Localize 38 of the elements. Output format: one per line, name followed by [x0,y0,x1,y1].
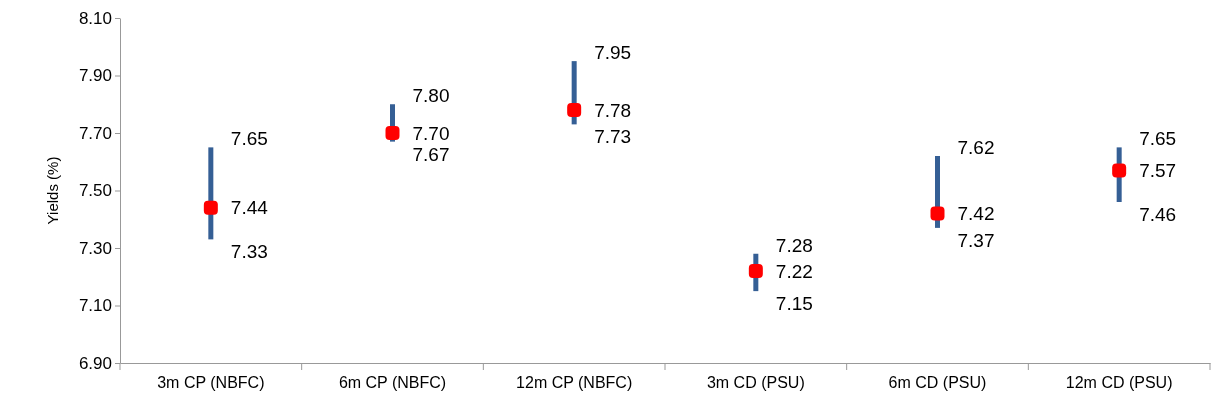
annotation: 7.62 [957,137,995,159]
x-tick-label: 3m CP (NBFC) [157,374,265,392]
annotation: 7.73 [594,126,632,148]
y-tick-label: 7.70 [78,123,112,143]
data-label: 7.44 [230,197,269,219]
annotation: 7.67 [412,143,450,165]
x-tick-label: 3m CD (PSU) [706,374,805,392]
x-tick-label: 12m CP (NBFC) [516,374,633,392]
annotation: 7.46 [1139,204,1177,225]
y-tick-label: 7.30 [78,238,112,258]
x-tick-label: 6m CD (PSU) [888,374,987,392]
annotation: 7.33 [230,241,268,263]
annotation: 7.65 [1139,128,1177,150]
annotation: 7.15 [775,293,813,315]
x-tick-label: 12m CD (PSU) [1065,374,1173,392]
point [748,264,763,278]
point [567,103,582,117]
annotation: 7.37 [957,229,995,251]
annotation: 7.80 [412,85,450,107]
data-label: 7.57 [1139,160,1177,182]
y-tick-label: 8.10 [78,8,112,28]
data-label: 7.22 [775,260,813,282]
annotation: 7.65 [230,128,268,150]
y-axis-title: Yields (%) [44,156,61,225]
y-tick-label: 6.90 [78,353,112,373]
point [930,206,945,221]
point [1112,163,1127,178]
y-tick-label: 7.50 [78,181,112,201]
x-tick-label: 6m CP (NBFC) [338,374,447,392]
point [203,200,218,215]
data-label: 7.70 [412,122,450,144]
data-label: 7.78 [594,99,632,121]
y-tick-label: 7.10 [78,296,112,316]
annotation: 7.95 [594,42,632,64]
point [385,126,400,140]
y-tick-label: 7.90 [78,66,112,86]
data-label: 7.42 [957,203,995,225]
annotation: 7.28 [775,234,813,256]
